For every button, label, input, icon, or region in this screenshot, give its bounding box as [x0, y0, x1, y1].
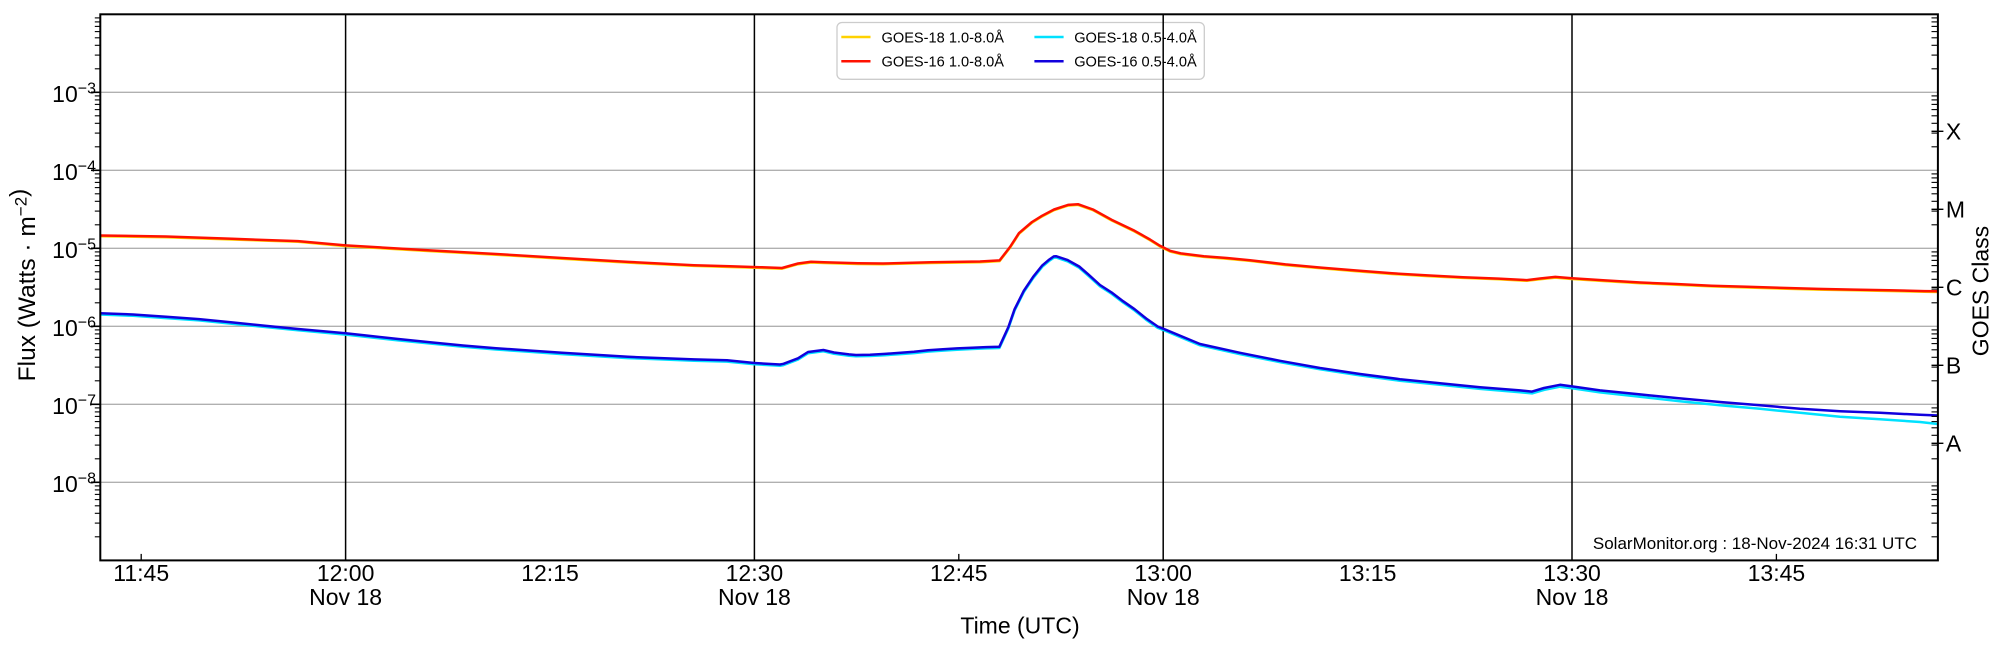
- svg-text:GOES-16 1.0-8.0Å: GOES-16 1.0-8.0Å: [882, 54, 1005, 71]
- svg-text:13:45: 13:45: [1748, 560, 1806, 586]
- svg-text:13:00: 13:00: [1134, 560, 1192, 586]
- svg-text:GOES Class: GOES Class: [1968, 226, 1994, 356]
- svg-text:11:45: 11:45: [113, 560, 169, 586]
- svg-text:12:45: 12:45: [930, 560, 988, 586]
- svg-text:Nov 18: Nov 18: [1127, 584, 1200, 610]
- svg-text:12:30: 12:30: [726, 560, 784, 586]
- svg-text:Nov 18: Nov 18: [1536, 584, 1609, 610]
- svg-text:GOES-16 0.5-4.0Å: GOES-16 0.5-4.0Å: [1074, 54, 1197, 71]
- svg-text:GOES-18 1.0-8.0Å: GOES-18 1.0-8.0Å: [882, 29, 1005, 46]
- svg-text:13:15: 13:15: [1339, 560, 1397, 586]
- svg-text:Nov 18: Nov 18: [718, 584, 791, 610]
- svg-text:SolarMonitor.org : 18-Nov-2024: SolarMonitor.org : 18-Nov-2024 16:31 UTC: [1593, 534, 1917, 553]
- svg-text:M: M: [1946, 196, 1965, 222]
- svg-text:12:15: 12:15: [521, 560, 579, 586]
- svg-text:X: X: [1946, 118, 1961, 144]
- svg-text:C: C: [1946, 274, 1963, 300]
- svg-text:B: B: [1946, 352, 1961, 378]
- svg-text:13:30: 13:30: [1543, 560, 1601, 586]
- svg-text:A: A: [1946, 430, 1962, 456]
- svg-text:GOES-18 0.5-4.0Å: GOES-18 0.5-4.0Å: [1074, 29, 1197, 46]
- svg-text:Nov 18: Nov 18: [309, 584, 382, 610]
- svg-text:12:00: 12:00: [317, 560, 375, 586]
- svg-text:Time (UTC): Time (UTC): [960, 613, 1079, 639]
